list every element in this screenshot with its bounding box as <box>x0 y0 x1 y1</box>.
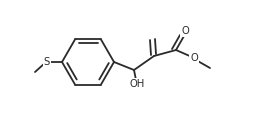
Text: O: O <box>190 53 198 63</box>
Text: S: S <box>44 57 50 67</box>
Text: O: O <box>181 26 189 36</box>
Text: OH: OH <box>129 79 145 89</box>
